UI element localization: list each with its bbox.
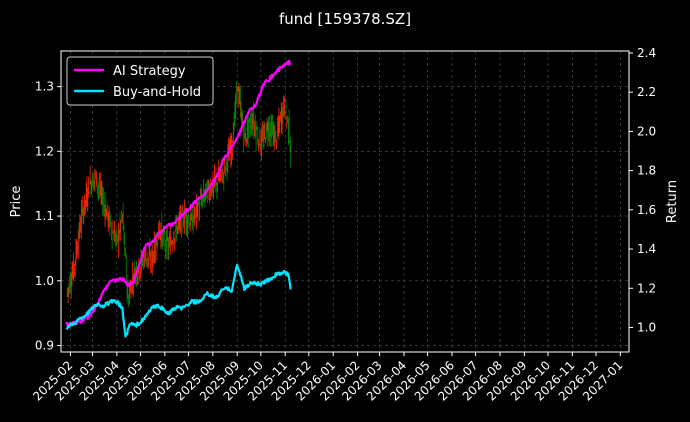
y-tick-label-right: 1.8: [637, 164, 656, 178]
y-tick-label-right: 1.6: [637, 203, 656, 217]
y-tick-label-left: 1.3: [35, 80, 54, 94]
y-tick-label-left: 0.9: [35, 339, 54, 353]
y-tick-label-right: 1.2: [637, 281, 656, 295]
y-tick-label-left: 1.2: [35, 144, 54, 158]
legend-label-buy-and-hold: Buy-and-Hold: [113, 85, 201, 100]
y-axis-label-left: Price: [9, 186, 24, 218]
series-line-ai-strategy: [65, 59, 292, 327]
chart-title: fund [159378.SZ]: [279, 10, 411, 28]
grid: [61, 51, 629, 352]
y-tick-label-right: 2.4: [637, 46, 656, 60]
y-tick-label-left: 1.0: [35, 274, 54, 288]
series-lines: [65, 59, 292, 338]
y-tick-label-right: 1.0: [637, 320, 656, 334]
y-tick-label-left: 1.1: [35, 209, 54, 223]
y-tick-label-right: 2.0: [637, 124, 656, 138]
legend: AI Strategy Buy-and-Hold: [66, 56, 214, 106]
y-tick-label-right: 1.4: [637, 242, 656, 256]
price-candles: [66, 81, 292, 308]
y-axis-label-right: Return: [665, 180, 680, 223]
legend-label-ai-strategy: AI Strategy: [113, 64, 186, 79]
plot-frame: [60, 50, 630, 353]
y-tick-label-right: 2.2: [637, 85, 656, 99]
series-line-buy-and-hold: [65, 263, 292, 338]
